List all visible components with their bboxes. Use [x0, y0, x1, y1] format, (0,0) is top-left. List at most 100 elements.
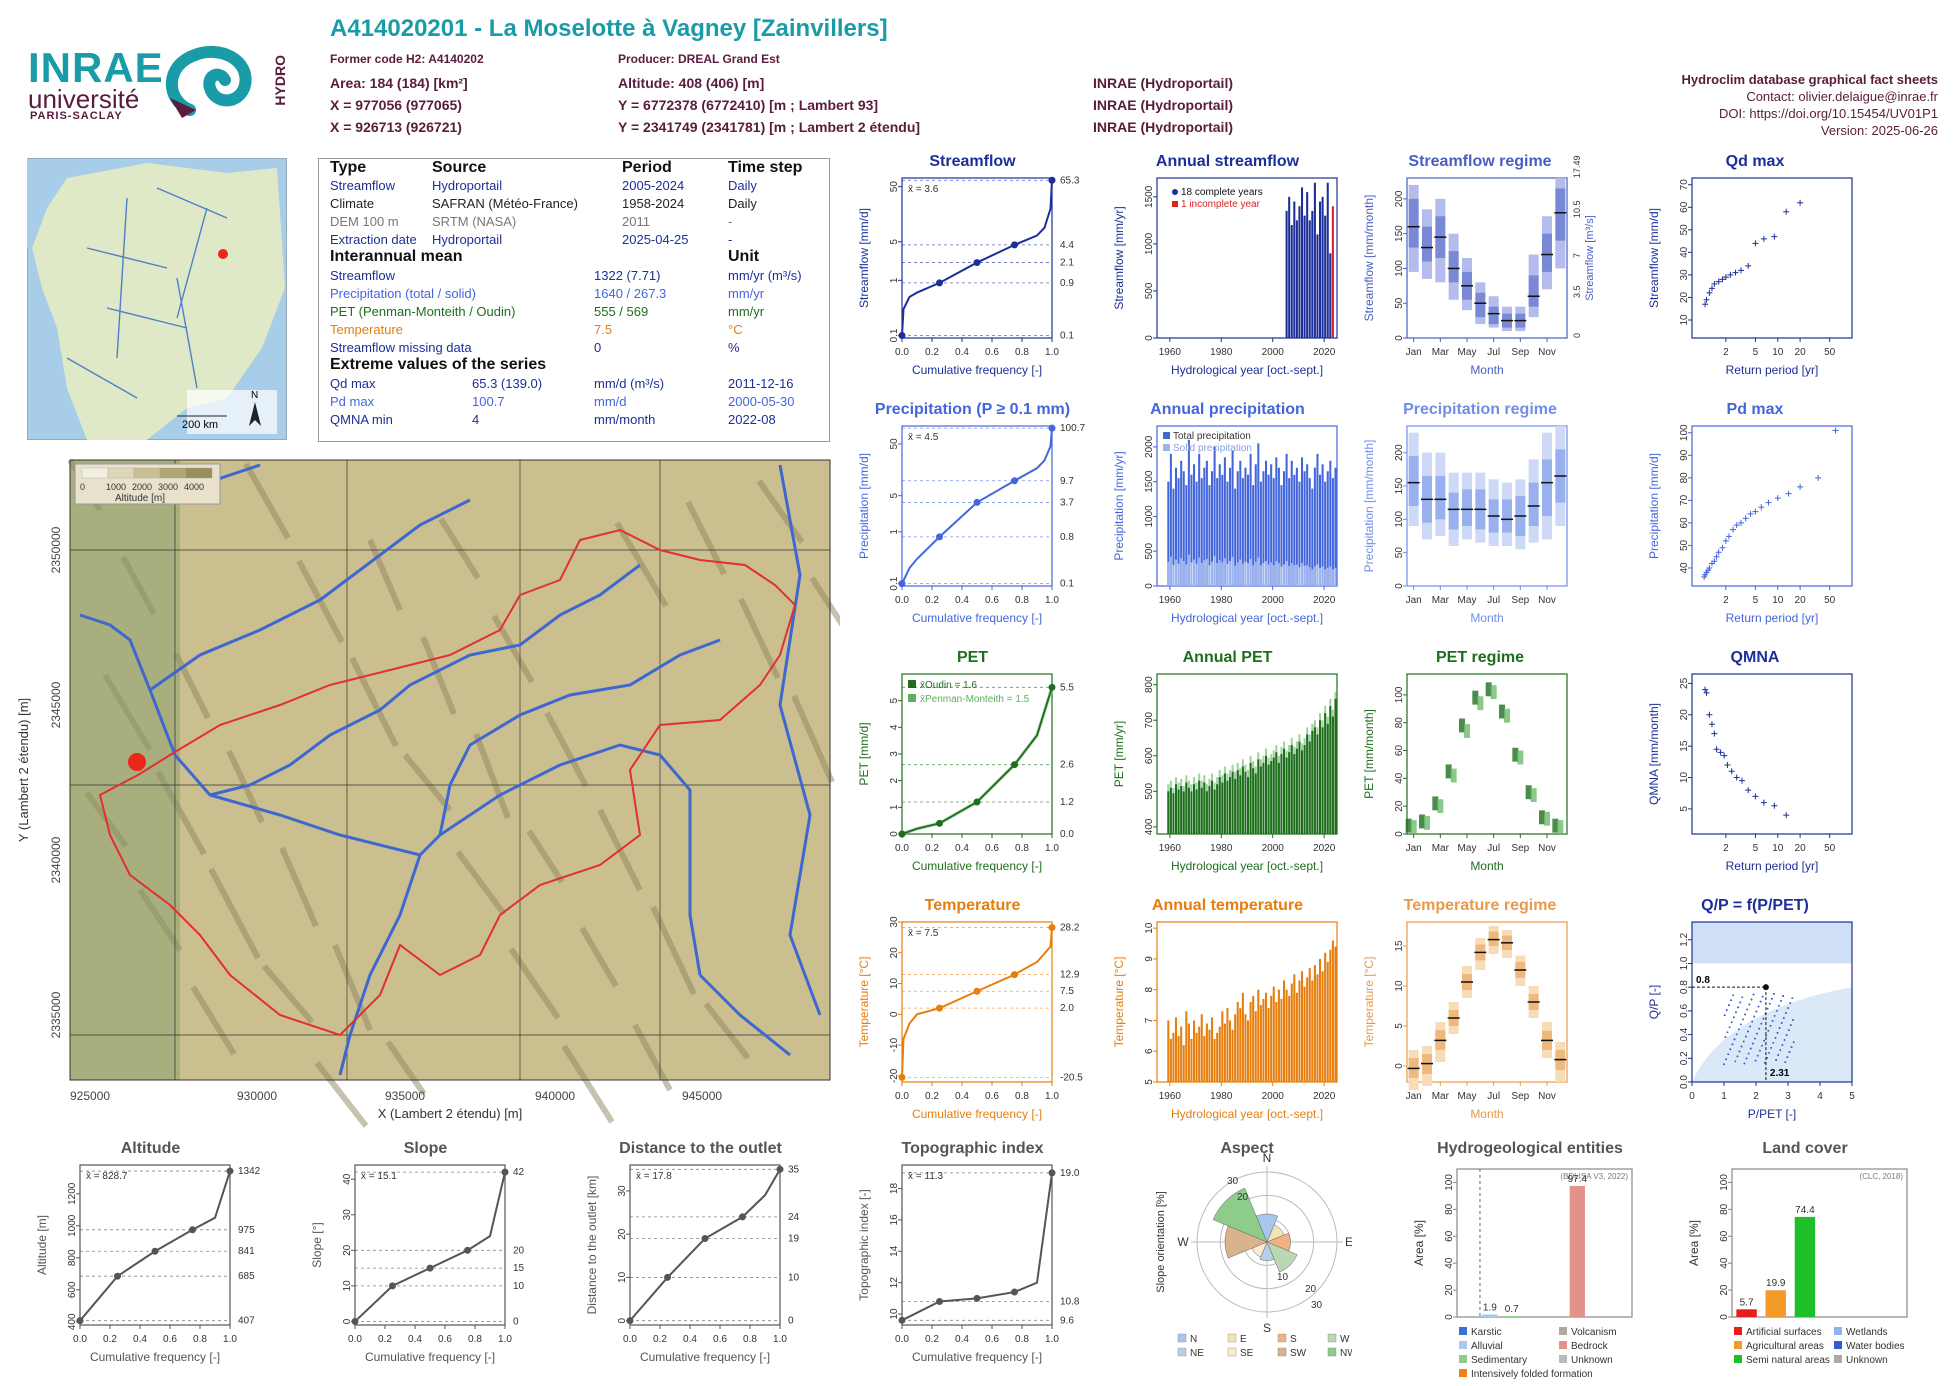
cdf-point — [936, 819, 943, 827]
y-tick-label: 1000 — [1144, 505, 1155, 528]
qp-point — [1775, 1059, 1777, 1061]
annual-bar — [1321, 196, 1324, 338]
annual-bar-total — [1203, 467, 1206, 586]
return-point — [1715, 549, 1722, 556]
regime-box — [1445, 764, 1452, 779]
y-tick-label: 1000 — [1144, 232, 1155, 255]
qp-point — [1752, 993, 1755, 996]
annual-bar-pm — [1334, 698, 1337, 834]
y-tick-label: 100 — [1444, 1174, 1455, 1191]
annual-bar — [1223, 1023, 1226, 1082]
annual-bar-total — [1213, 446, 1216, 586]
regime-box — [1419, 814, 1425, 829]
annual-bar-pm — [1195, 789, 1198, 834]
bar-value-label: 97.4 — [1568, 1174, 1588, 1185]
regime-box-inner — [1408, 456, 1419, 506]
x-tick-label: 1.0 — [1045, 843, 1059, 854]
quantile-label: 35 — [788, 1164, 800, 1175]
annual-bar-total — [1262, 471, 1265, 586]
y-tick-label: 25 — [1679, 677, 1690, 689]
map-river — [778, 464, 822, 1016]
annual-bar — [1288, 196, 1291, 338]
info-header-source: Source — [432, 159, 487, 176]
annual-bar — [1254, 1011, 1257, 1082]
info-mean-label: Precipitation (total / solid) — [330, 286, 476, 301]
annual-bar — [1324, 952, 1327, 1082]
annual-bar-total — [1313, 467, 1316, 586]
y-tick-label: 9 — [1144, 956, 1155, 962]
cdf-point — [701, 1235, 709, 1243]
return-point — [1745, 262, 1752, 269]
y-axis-label: Temperature [°C] — [857, 957, 871, 1048]
return-point — [1711, 730, 1718, 737]
cdf-point — [189, 1226, 196, 1234]
annual-bar — [1262, 998, 1265, 1082]
annual-bar-pm — [1313, 727, 1316, 834]
x-tick-label: Sep — [1511, 843, 1529, 854]
cdf-point — [1048, 1169, 1056, 1177]
chart-title: Q/P = f(P/PET) — [1701, 897, 1809, 914]
return-point — [1752, 240, 1759, 247]
cdf-point — [1011, 761, 1018, 769]
map-frame — [69, 459, 831, 1081]
legend-label: Semi natural areas — [1746, 1355, 1830, 1366]
return-point — [1706, 564, 1713, 571]
annual-bar-total — [1285, 453, 1288, 586]
x-tick-label: 1.0 — [1045, 1091, 1059, 1102]
annual-bar-solid — [1301, 563, 1304, 586]
annual-bar — [1306, 192, 1309, 338]
qp-point — [1780, 1000, 1782, 1002]
y-tick-label: 50 — [1679, 539, 1690, 551]
annual-bar — [1259, 1005, 1262, 1082]
return-point — [1706, 289, 1713, 296]
x-tick-label: 0.4 — [955, 1334, 969, 1345]
plot-frame — [1406, 425, 1568, 587]
x-tick-label: 2020 — [1313, 1091, 1336, 1102]
qp-point — [1735, 1011, 1737, 1014]
annual-bar — [1195, 1032, 1198, 1082]
y-tick-label: 0 — [342, 1318, 353, 1324]
return-point — [1722, 537, 1729, 544]
annual-bar — [1303, 986, 1306, 1082]
source-3: INRAE (Hydroportail) — [1093, 119, 1233, 135]
chart-dist_cdf: Distance to the outlet Cumulative frequen… — [585, 1140, 800, 1364]
y-tick-label: 500 — [1144, 783, 1155, 800]
annual-bar — [1293, 974, 1296, 1082]
chart-title: PET — [957, 649, 988, 666]
y-tick-label: 0.0 — [1679, 1075, 1690, 1089]
y-tick-label: 40 — [1719, 1257, 1730, 1269]
quantile-label: 5.5 — [1060, 682, 1074, 693]
legend-label: Bedrock — [1571, 1341, 1609, 1352]
x-tick-label: 0.0 — [895, 595, 909, 606]
qp-point — [1761, 1044, 1763, 1047]
annual-bar — [1208, 1029, 1211, 1082]
map-ridge — [261, 964, 315, 1024]
qp-point — [1735, 1033, 1738, 1036]
annual-bar-solid — [1285, 560, 1288, 586]
y-axis-label: Slope [°] — [310, 1222, 324, 1268]
annual-bar-solid — [1203, 560, 1206, 586]
cdf-point — [973, 498, 981, 506]
regime-box-inner — [1435, 476, 1446, 520]
x-tick-label: 5 — [1753, 595, 1759, 606]
qp-point — [1770, 997, 1773, 1000]
annual-bar-total — [1316, 453, 1319, 586]
x-tick-label: Sep — [1511, 1091, 1529, 1102]
info-row-source: Hydroportail — [432, 232, 503, 247]
annual-bar-total — [1234, 488, 1237, 586]
x-tick-label: 50 — [1824, 595, 1836, 606]
quantile-label: 3.7 — [1060, 497, 1074, 508]
chart-title: Annual temperature — [1152, 897, 1303, 914]
y-tick-label: 0 — [1444, 1314, 1455, 1320]
right-tick-label: 10.5 — [1572, 200, 1582, 218]
y-tick-label: 100 — [1394, 511, 1405, 528]
qp-point — [1756, 1054, 1759, 1057]
annual-bar-total — [1167, 481, 1170, 586]
y-tick-label: 0.2 — [1679, 1051, 1690, 1065]
annual-bar-pm — [1200, 787, 1203, 834]
legend-label: Total precipitation — [1173, 431, 1251, 442]
info-extreme-unit: mm/month — [594, 412, 656, 427]
qp-point — [1772, 1041, 1775, 1044]
qp-upper-zone — [1692, 922, 1852, 964]
y-tick-label: 150 — [1394, 225, 1405, 242]
